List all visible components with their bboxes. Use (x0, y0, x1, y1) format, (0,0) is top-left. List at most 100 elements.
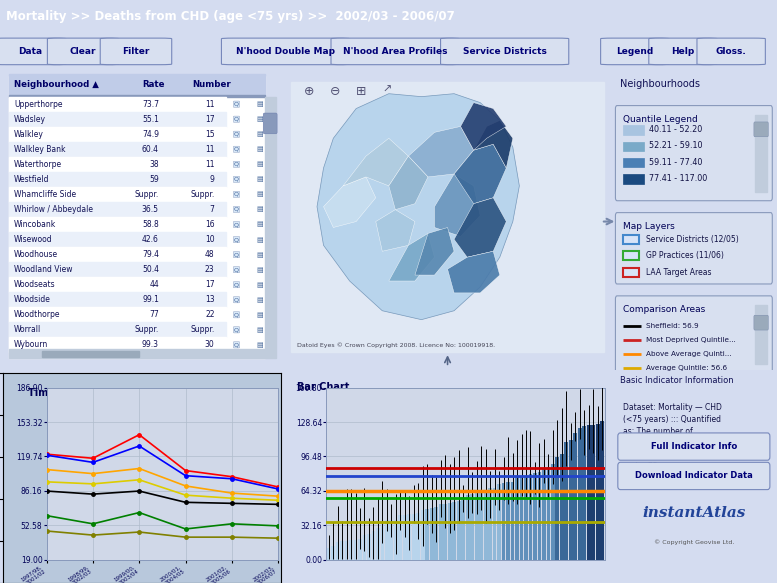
Text: Gloss.: Gloss. (716, 47, 747, 56)
Text: Wadsley: Wadsley (14, 115, 47, 124)
Text: Waterthorpe: Waterthorpe (14, 160, 62, 169)
Bar (497, 484, 501, 560)
Text: 11: 11 (205, 145, 214, 154)
Text: 99.1: 99.1 (142, 295, 159, 304)
Text: ▤: ▤ (256, 206, 263, 212)
Bar (340, 542, 344, 560)
Bar (546, 467, 550, 560)
Bar (538, 472, 542, 560)
Bar (623, 251, 639, 260)
Text: ▤: ▤ (256, 222, 263, 227)
Text: Bar Chart: Bar Chart (298, 381, 350, 392)
Bar (9, 172, 225, 187)
Bar (349, 540, 353, 560)
Text: Wisewood: Wisewood (14, 235, 53, 244)
Text: ▤: ▤ (256, 266, 263, 273)
Bar (326, 548, 330, 560)
Bar (430, 508, 434, 560)
Text: Woodthorpe: Woodthorpe (14, 310, 61, 319)
Text: Woodseats: Woodseats (14, 280, 56, 289)
Bar (623, 174, 644, 184)
Text: instantAtlas: instantAtlas (642, 506, 746, 520)
Text: Worrall: Worrall (14, 325, 41, 334)
Bar (623, 268, 639, 276)
Text: 16: 16 (205, 220, 214, 229)
Text: ▤: ▤ (256, 312, 263, 318)
Bar (542, 469, 546, 560)
Bar (9, 157, 225, 172)
Text: Comparison Areas: Comparison Areas (623, 305, 706, 314)
Text: 77: 77 (149, 310, 159, 319)
Polygon shape (461, 103, 507, 150)
Text: © Copyright Geovise Ltd.: © Copyright Geovise Ltd. (653, 540, 734, 545)
Text: Q: Q (234, 132, 239, 137)
Text: Woodland View: Woodland View (14, 265, 73, 274)
Bar (358, 539, 362, 560)
Bar (484, 490, 487, 560)
Text: ▤: ▤ (256, 161, 263, 167)
Text: Time Series: Time Series (28, 388, 93, 398)
Bar (452, 503, 456, 560)
Text: Map Layers: Map Layers (623, 222, 675, 230)
Bar (623, 142, 644, 151)
Text: Data: Data (18, 47, 43, 56)
Polygon shape (343, 138, 409, 186)
FancyBboxPatch shape (615, 296, 772, 373)
Bar (524, 476, 528, 560)
Polygon shape (434, 174, 480, 237)
Bar (479, 491, 483, 560)
Text: Q: Q (234, 192, 239, 197)
Text: 73.7: 73.7 (142, 100, 159, 108)
Bar (403, 515, 407, 560)
Text: Q: Q (234, 237, 239, 242)
Text: 52.21 - 59.10: 52.21 - 59.10 (649, 141, 702, 150)
Text: Wincobank: Wincobank (14, 220, 57, 229)
Text: Service Districts (12/05): Service Districts (12/05) (646, 235, 739, 244)
Bar (336, 542, 340, 560)
Polygon shape (448, 251, 500, 293)
FancyBboxPatch shape (615, 106, 772, 201)
Bar (363, 535, 367, 560)
Bar (354, 540, 357, 560)
Text: ▤: ▤ (256, 237, 263, 243)
FancyBboxPatch shape (618, 433, 770, 460)
Bar (462, 497, 465, 560)
Text: Wybourn: Wybourn (14, 340, 48, 349)
Bar (502, 483, 506, 560)
Text: Woodside: Woodside (14, 295, 51, 304)
Text: ▤: ▤ (256, 327, 263, 333)
Text: Q: Q (234, 207, 239, 212)
Text: 11: 11 (205, 100, 214, 108)
Bar (265, 97, 276, 359)
Text: 9: 9 (210, 175, 214, 184)
Bar (493, 487, 497, 560)
Text: 58.8: 58.8 (142, 220, 159, 229)
Text: ▤: ▤ (256, 101, 263, 107)
Text: ▤: ▤ (256, 342, 263, 348)
Text: Filter: Filter (122, 47, 150, 56)
Bar (528, 475, 532, 560)
Text: 55.1: 55.1 (142, 115, 159, 124)
Text: Q: Q (234, 222, 239, 227)
Bar (9, 322, 225, 338)
Text: 77.41 - 117.00: 77.41 - 117.00 (649, 174, 707, 183)
Bar (448, 503, 451, 560)
Text: ▤: ▤ (256, 282, 263, 287)
FancyBboxPatch shape (615, 394, 772, 489)
Text: Mortality >> Deaths from CHD (age <75 yrs) >>  2002/03 - 2006/07: Mortality >> Deaths from CHD (age <75 yr… (6, 9, 455, 23)
Text: Q: Q (234, 147, 239, 152)
Text: Q: Q (234, 162, 239, 167)
Text: Quantile Legend: Quantile Legend (623, 114, 699, 124)
Bar (560, 454, 564, 560)
Text: Walkley Bank: Walkley Bank (14, 145, 66, 154)
Text: Whamcliffe Side: Whamcliffe Side (14, 190, 76, 199)
Text: ⊞: ⊞ (356, 85, 367, 98)
Bar (9, 349, 265, 359)
Bar (331, 546, 335, 560)
Bar (9, 127, 225, 142)
Bar (9, 97, 225, 112)
Bar (9, 187, 225, 202)
Text: Rate: Rate (142, 80, 165, 89)
FancyBboxPatch shape (331, 38, 459, 65)
Text: Service Districts: Service Districts (463, 47, 546, 56)
